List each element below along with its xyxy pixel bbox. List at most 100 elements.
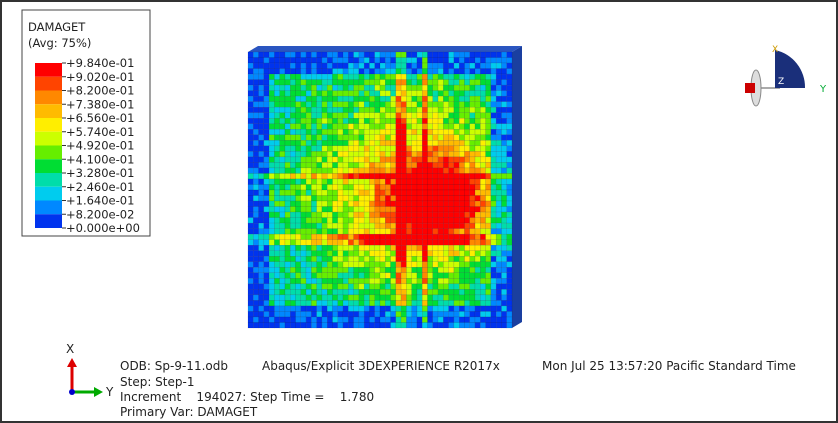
- mesh-cell: [507, 52, 512, 58]
- mesh-cell: [496, 135, 501, 141]
- mesh-cell: [464, 96, 469, 102]
- mesh-cell: [380, 207, 385, 213]
- mesh-cell: [459, 245, 464, 251]
- mesh-cell: [327, 207, 332, 213]
- mesh-cell: [343, 234, 348, 240]
- mesh-cell: [449, 146, 454, 152]
- mesh-cell: [475, 256, 480, 262]
- mesh-cell: [433, 284, 438, 290]
- mesh-cell: [501, 102, 506, 108]
- mesh-cell: [327, 129, 332, 135]
- legend-label: +9.840e-01: [66, 56, 134, 70]
- mesh-cell: [253, 146, 258, 152]
- mesh-cell: [496, 179, 501, 185]
- mesh-cell: [359, 284, 364, 290]
- mesh-cell: [332, 63, 337, 69]
- mesh-cell: [443, 218, 448, 224]
- mesh-cell: [496, 300, 501, 306]
- mesh-cell: [290, 262, 295, 268]
- mesh-cell: [464, 278, 469, 284]
- mesh-cell: [459, 91, 464, 97]
- mesh-cell: [359, 162, 364, 168]
- mesh-cell: [454, 207, 459, 213]
- mesh-cell: [290, 201, 295, 207]
- mesh-cell: [359, 124, 364, 130]
- mesh-cell: [364, 146, 369, 152]
- mesh-cell: [317, 289, 322, 295]
- mesh-cell: [306, 124, 311, 130]
- mesh-cell: [380, 52, 385, 58]
- mesh-cell: [464, 262, 469, 268]
- mesh-cell: [417, 135, 422, 141]
- mesh-cell: [380, 80, 385, 86]
- mesh-cell: [501, 80, 506, 86]
- mesh-cell: [322, 240, 327, 246]
- mesh-cell: [317, 284, 322, 290]
- mesh-cell: [417, 173, 422, 179]
- mesh-cell: [449, 273, 454, 279]
- mesh-cell: [475, 129, 480, 135]
- mesh-cell: [396, 146, 401, 152]
- mesh-cell: [269, 107, 274, 113]
- mesh-cell: [259, 212, 264, 218]
- mesh-cell: [464, 168, 469, 174]
- mesh-cell: [380, 96, 385, 102]
- mesh-cell: [459, 80, 464, 86]
- mesh-cell: [253, 96, 258, 102]
- mesh-cell: [343, 102, 348, 108]
- mesh-cell: [433, 74, 438, 80]
- mesh-cell: [348, 179, 353, 185]
- mesh-cell: [417, 91, 422, 97]
- mesh-cell: [327, 295, 332, 301]
- mesh-cell: [306, 190, 311, 196]
- mesh-cell: [332, 251, 337, 257]
- mesh-cell: [375, 229, 380, 235]
- mesh-cell: [369, 196, 374, 202]
- mesh-cell: [327, 229, 332, 235]
- mesh-cell: [380, 267, 385, 273]
- mesh-cell: [438, 251, 443, 257]
- mesh-cell: [486, 179, 491, 185]
- mesh-cell: [311, 74, 316, 80]
- mesh-cell: [348, 273, 353, 279]
- mesh-cell: [311, 278, 316, 284]
- mesh-cell: [322, 58, 327, 64]
- mesh-cell: [480, 289, 485, 295]
- mesh-cell: [428, 52, 433, 58]
- mesh-cell: [396, 284, 401, 290]
- mesh-cell: [375, 58, 380, 64]
- mesh-cell: [274, 284, 279, 290]
- mesh-cell: [269, 146, 274, 152]
- mesh-cell: [269, 190, 274, 196]
- mesh-cell: [391, 162, 396, 168]
- mesh-cell: [359, 74, 364, 80]
- legend-swatch: [35, 159, 62, 173]
- mesh-cell: [496, 52, 501, 58]
- mesh-cell: [322, 289, 327, 295]
- mesh-cell: [443, 157, 448, 163]
- mesh-cell: [348, 91, 353, 97]
- mesh-cell: [359, 196, 364, 202]
- mesh-cell: [311, 311, 316, 317]
- mesh-cell: [338, 322, 343, 328]
- mesh-cell: [253, 229, 258, 235]
- mesh-cell: [428, 322, 433, 328]
- mesh-cell: [385, 322, 390, 328]
- mesh-cell: [364, 52, 369, 58]
- mesh-cell: [417, 140, 422, 146]
- mesh-cell: [264, 311, 269, 317]
- mesh-cell: [285, 124, 290, 130]
- mesh-cell: [464, 201, 469, 207]
- mesh-cell: [438, 52, 443, 58]
- mesh-cell: [348, 201, 353, 207]
- mesh-cell: [269, 74, 274, 80]
- mesh-cell: [406, 162, 411, 168]
- mesh-cell: [396, 74, 401, 80]
- mesh-cell: [280, 151, 285, 157]
- mesh-cell: [354, 96, 359, 102]
- mesh-cell: [396, 157, 401, 163]
- mesh-cell: [248, 229, 253, 235]
- mesh-cell: [486, 267, 491, 273]
- legend-label: +0.000e+00: [66, 221, 140, 235]
- mesh-cell: [422, 184, 427, 190]
